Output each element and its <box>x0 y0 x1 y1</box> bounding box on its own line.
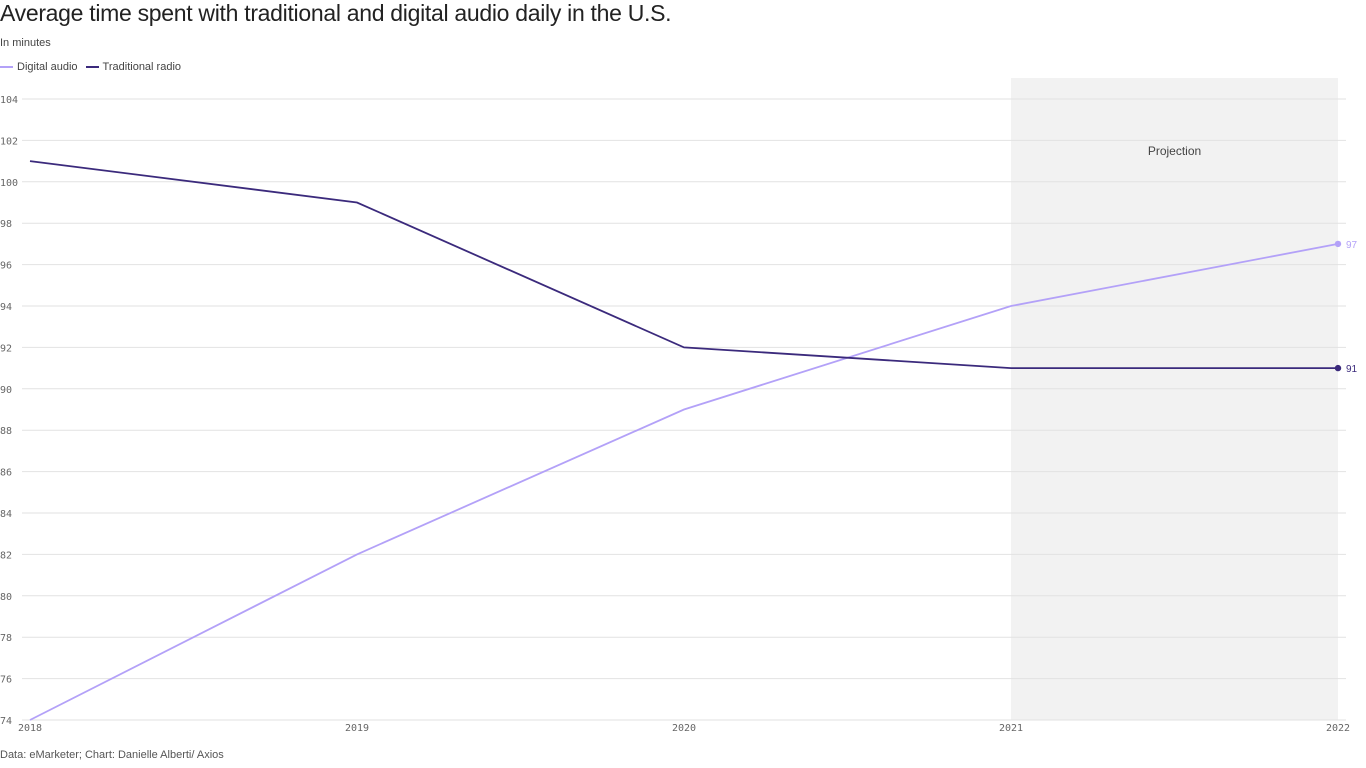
legend-label: Traditional radio <box>102 61 182 73</box>
y-tick-label: 88 <box>0 426 12 437</box>
chart-title: Average time spent with traditional and … <box>0 0 672 26</box>
y-tick-label: 98 <box>0 219 12 230</box>
y-tick-label: 92 <box>0 343 12 354</box>
legend-item-traditional-radio: Traditional radio <box>85 61 182 73</box>
y-tick-label: 80 <box>0 592 12 603</box>
chart-subtitle: In minutes <box>0 37 51 49</box>
y-tick-label: 96 <box>0 261 12 272</box>
y-tick-label: 94 <box>0 302 12 313</box>
x-tick-label: 2022 <box>1326 723 1350 734</box>
y-tick-label: 84 <box>0 509 12 520</box>
x-tick-label: 2019 <box>345 723 369 734</box>
y-tick-label: 86 <box>0 468 12 479</box>
legend-swatch <box>0 66 13 68</box>
end-data-label: 97 <box>1346 240 1358 251</box>
source-note: Data: eMarketer; Chart: Danielle Alberti… <box>0 749 224 761</box>
y-tick-label: 76 <box>0 675 12 686</box>
y-tick-label: 100 <box>0 178 18 189</box>
x-tick-label: 2021 <box>999 723 1023 734</box>
projection-label: Projection <box>1148 144 1201 158</box>
series-line-traditional-radio <box>29 160 1338 370</box>
y-tick-label: 78 <box>0 633 12 644</box>
legend-item-digital-audio: Digital audio <box>0 61 78 73</box>
end-point-marker <box>1334 364 1342 372</box>
legend-label: Digital audio <box>17 61 78 73</box>
legend-swatch <box>85 66 99 68</box>
y-tick-label: 74 <box>0 716 12 727</box>
projection-band <box>1011 78 1338 720</box>
series-line-digital-audio <box>29 243 1339 721</box>
end-point-marker <box>1334 240 1342 248</box>
end-data-label: 91 <box>1346 364 1358 375</box>
x-tick-label: 2018 <box>18 723 42 734</box>
y-tick-label: 102 <box>0 136 18 147</box>
x-tick-label: 2020 <box>672 723 696 734</box>
legend: Digital audio Traditional radio <box>0 61 181 73</box>
y-tick-label: 82 <box>0 550 12 561</box>
y-tick-label: 104 <box>0 95 18 106</box>
y-tick-label: 90 <box>0 385 12 396</box>
